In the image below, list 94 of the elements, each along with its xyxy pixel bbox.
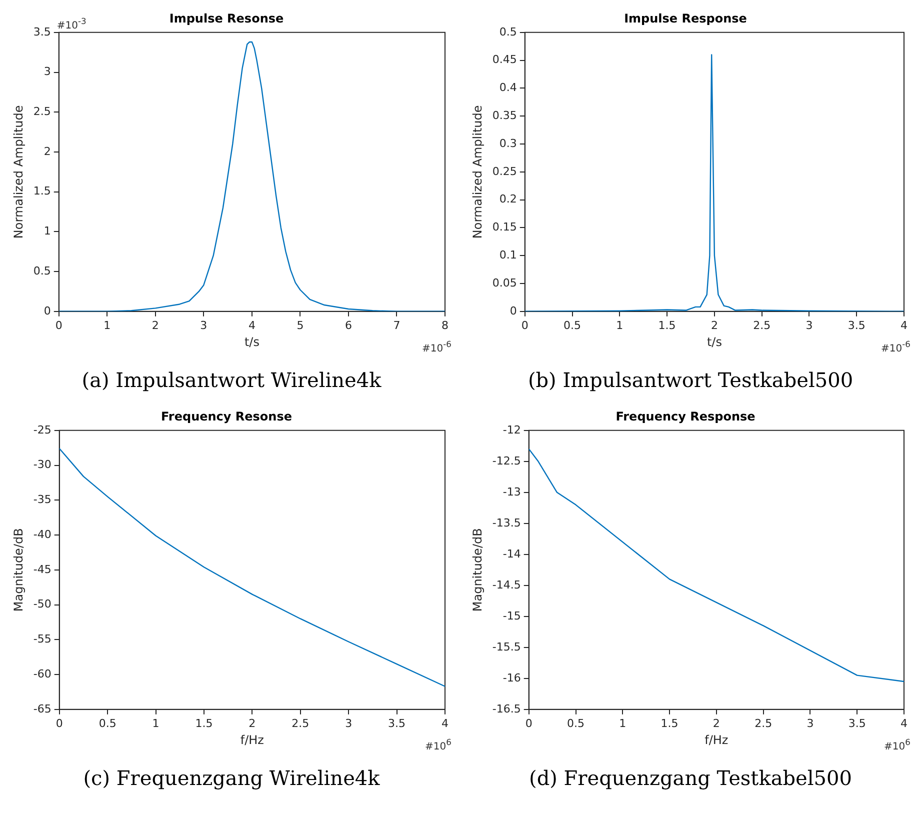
x-axis-title: t/s bbox=[706, 334, 722, 349]
x-tick-label: 4 bbox=[442, 716, 448, 730]
text: #10$^{-6}$ bbox=[881, 339, 910, 355]
y-tick-label: -45 bbox=[33, 562, 52, 576]
x-tick-label: 2.5 bbox=[754, 716, 772, 730]
text: (d) Frequenzgang Testkabel500 bbox=[528, 766, 853, 790]
y-tick-label: 0 bbox=[510, 304, 517, 318]
y-tick-label: -13.5 bbox=[492, 516, 521, 530]
x-tick-label: 1 bbox=[104, 318, 111, 332]
x-tick-label: 3 bbox=[806, 716, 814, 730]
y-tick-label: 0.5 bbox=[499, 25, 517, 38]
y-tick-label: -15 bbox=[502, 609, 521, 622]
text: (b) Impulsantwort Testkabel500 bbox=[526, 368, 854, 392]
chart-title: Impulse Resonse bbox=[169, 11, 284, 26]
y-tick-label: -60 bbox=[33, 667, 52, 680]
x-tick-label: 8 bbox=[442, 318, 448, 332]
x-tick-label: 0.5 bbox=[567, 716, 585, 730]
x-tick-label: 1 bbox=[619, 716, 626, 730]
y-tick-label: 1.5 bbox=[33, 184, 51, 198]
y-tick-label: 3 bbox=[44, 65, 51, 78]
y-tick-label: 0.35 bbox=[492, 108, 517, 122]
x-tick-label: 0.5 bbox=[98, 716, 116, 730]
y-axis-title: Normalized Amplitude bbox=[470, 105, 484, 239]
y-axis-title: Magnitude/dB bbox=[470, 528, 484, 612]
y-tick-label: -14.5 bbox=[492, 578, 521, 592]
x-tick-label: 6 bbox=[344, 318, 352, 332]
y-tick-label: -16 bbox=[502, 671, 521, 684]
text: #10$^{-3}$ bbox=[56, 16, 86, 32]
x-tick-label: 3.5 bbox=[848, 716, 866, 730]
y-tick-label: -65 bbox=[33, 702, 52, 716]
y-tick-label: 2 bbox=[44, 144, 51, 158]
x-tick-label: 4 bbox=[248, 318, 256, 332]
y-tick-label: -30 bbox=[33, 458, 52, 472]
x-tick-label: 0 bbox=[56, 716, 63, 730]
x-tick-label: 1 bbox=[616, 318, 624, 332]
y-tick-label: 0.05 bbox=[492, 276, 517, 290]
y-tick-label: 0.15 bbox=[492, 220, 517, 234]
x-tick-label: 2.5 bbox=[292, 716, 310, 730]
text: #10$^{-6}$ bbox=[422, 339, 452, 355]
y-tick-label: -12 bbox=[502, 423, 521, 436]
x-tick-label: 2.5 bbox=[753, 318, 771, 332]
chart-title: Frequency Resonse bbox=[160, 409, 292, 424]
x-tick-label: 5 bbox=[296, 318, 304, 332]
y-axis-title: Normalized Amplitude bbox=[11, 105, 26, 239]
y-axis-title: Magnitude/dB bbox=[11, 528, 26, 612]
x-tick-label: 0 bbox=[525, 716, 532, 730]
y-tick-label: 2.5 bbox=[33, 104, 51, 118]
y-tick-label: -15.5 bbox=[492, 640, 521, 654]
x-tick-label: 1 bbox=[152, 716, 160, 730]
y-tick-label: -35 bbox=[33, 493, 52, 506]
y-tick-label: -25 bbox=[33, 423, 52, 436]
text: (c) Frequenzgang Wireline4k bbox=[82, 766, 381, 790]
y-tick-label: 0.5 bbox=[33, 264, 51, 278]
x-tick-label: 4 bbox=[900, 716, 908, 730]
x-tick-label: 7 bbox=[393, 318, 400, 332]
chart-title: Impulse Response bbox=[624, 11, 747, 26]
y-tick-label: -55 bbox=[33, 632, 52, 646]
x-tick-label: 3 bbox=[345, 716, 352, 730]
text: #10$^{6}$ bbox=[425, 737, 452, 753]
x-tick-label: 1.5 bbox=[195, 716, 213, 730]
text: (a) Impulsantwort Wireline4k bbox=[80, 368, 382, 392]
y-tick-label: -50 bbox=[33, 598, 52, 611]
y-tick-label: -40 bbox=[33, 528, 52, 541]
x-tick-label: 2 bbox=[248, 716, 256, 730]
y-tick-label: 0.25 bbox=[492, 164, 517, 178]
y-tick-label: 0.1 bbox=[499, 248, 517, 262]
y-tick-label: 0.45 bbox=[492, 53, 517, 66]
x-tick-label: 3.5 bbox=[388, 716, 406, 730]
y-tick-label: 3.5 bbox=[33, 25, 51, 38]
y-tick-label: 0.2 bbox=[499, 192, 517, 206]
y-tick-label: -12.5 bbox=[492, 454, 521, 468]
x-tick-label: 2 bbox=[710, 318, 718, 332]
x-tick-label: 4 bbox=[900, 318, 908, 332]
x-tick-label: 2 bbox=[152, 318, 159, 332]
chart-title: Frequency Response bbox=[616, 409, 756, 424]
x-tick-label: 3 bbox=[806, 318, 813, 332]
y-tick-label: -16.5 bbox=[492, 702, 521, 716]
y-tick-label: 1 bbox=[44, 224, 51, 238]
x-tick-label: 1.5 bbox=[660, 716, 678, 730]
x-axis-title: f/Hz bbox=[704, 732, 728, 747]
x-tick-label: 3 bbox=[200, 318, 208, 332]
y-tick-label: -13 bbox=[502, 485, 521, 498]
text: #10$^{6}$ bbox=[884, 737, 910, 753]
x-tick-label: 1.5 bbox=[658, 318, 676, 332]
x-tick-label: 0 bbox=[55, 318, 62, 332]
x-axis-title: t/s bbox=[244, 334, 260, 349]
y-tick-label: 0.3 bbox=[499, 136, 517, 150]
x-tick-label: 2 bbox=[712, 716, 720, 730]
y-tick-label: 0.4 bbox=[499, 81, 517, 94]
y-tick-label: 0 bbox=[44, 304, 51, 318]
x-tick-label: 3.5 bbox=[848, 318, 866, 332]
x-axis-title: f/Hz bbox=[240, 732, 264, 747]
y-tick-label: -14 bbox=[502, 547, 521, 560]
x-tick-label: 0.5 bbox=[564, 318, 582, 332]
